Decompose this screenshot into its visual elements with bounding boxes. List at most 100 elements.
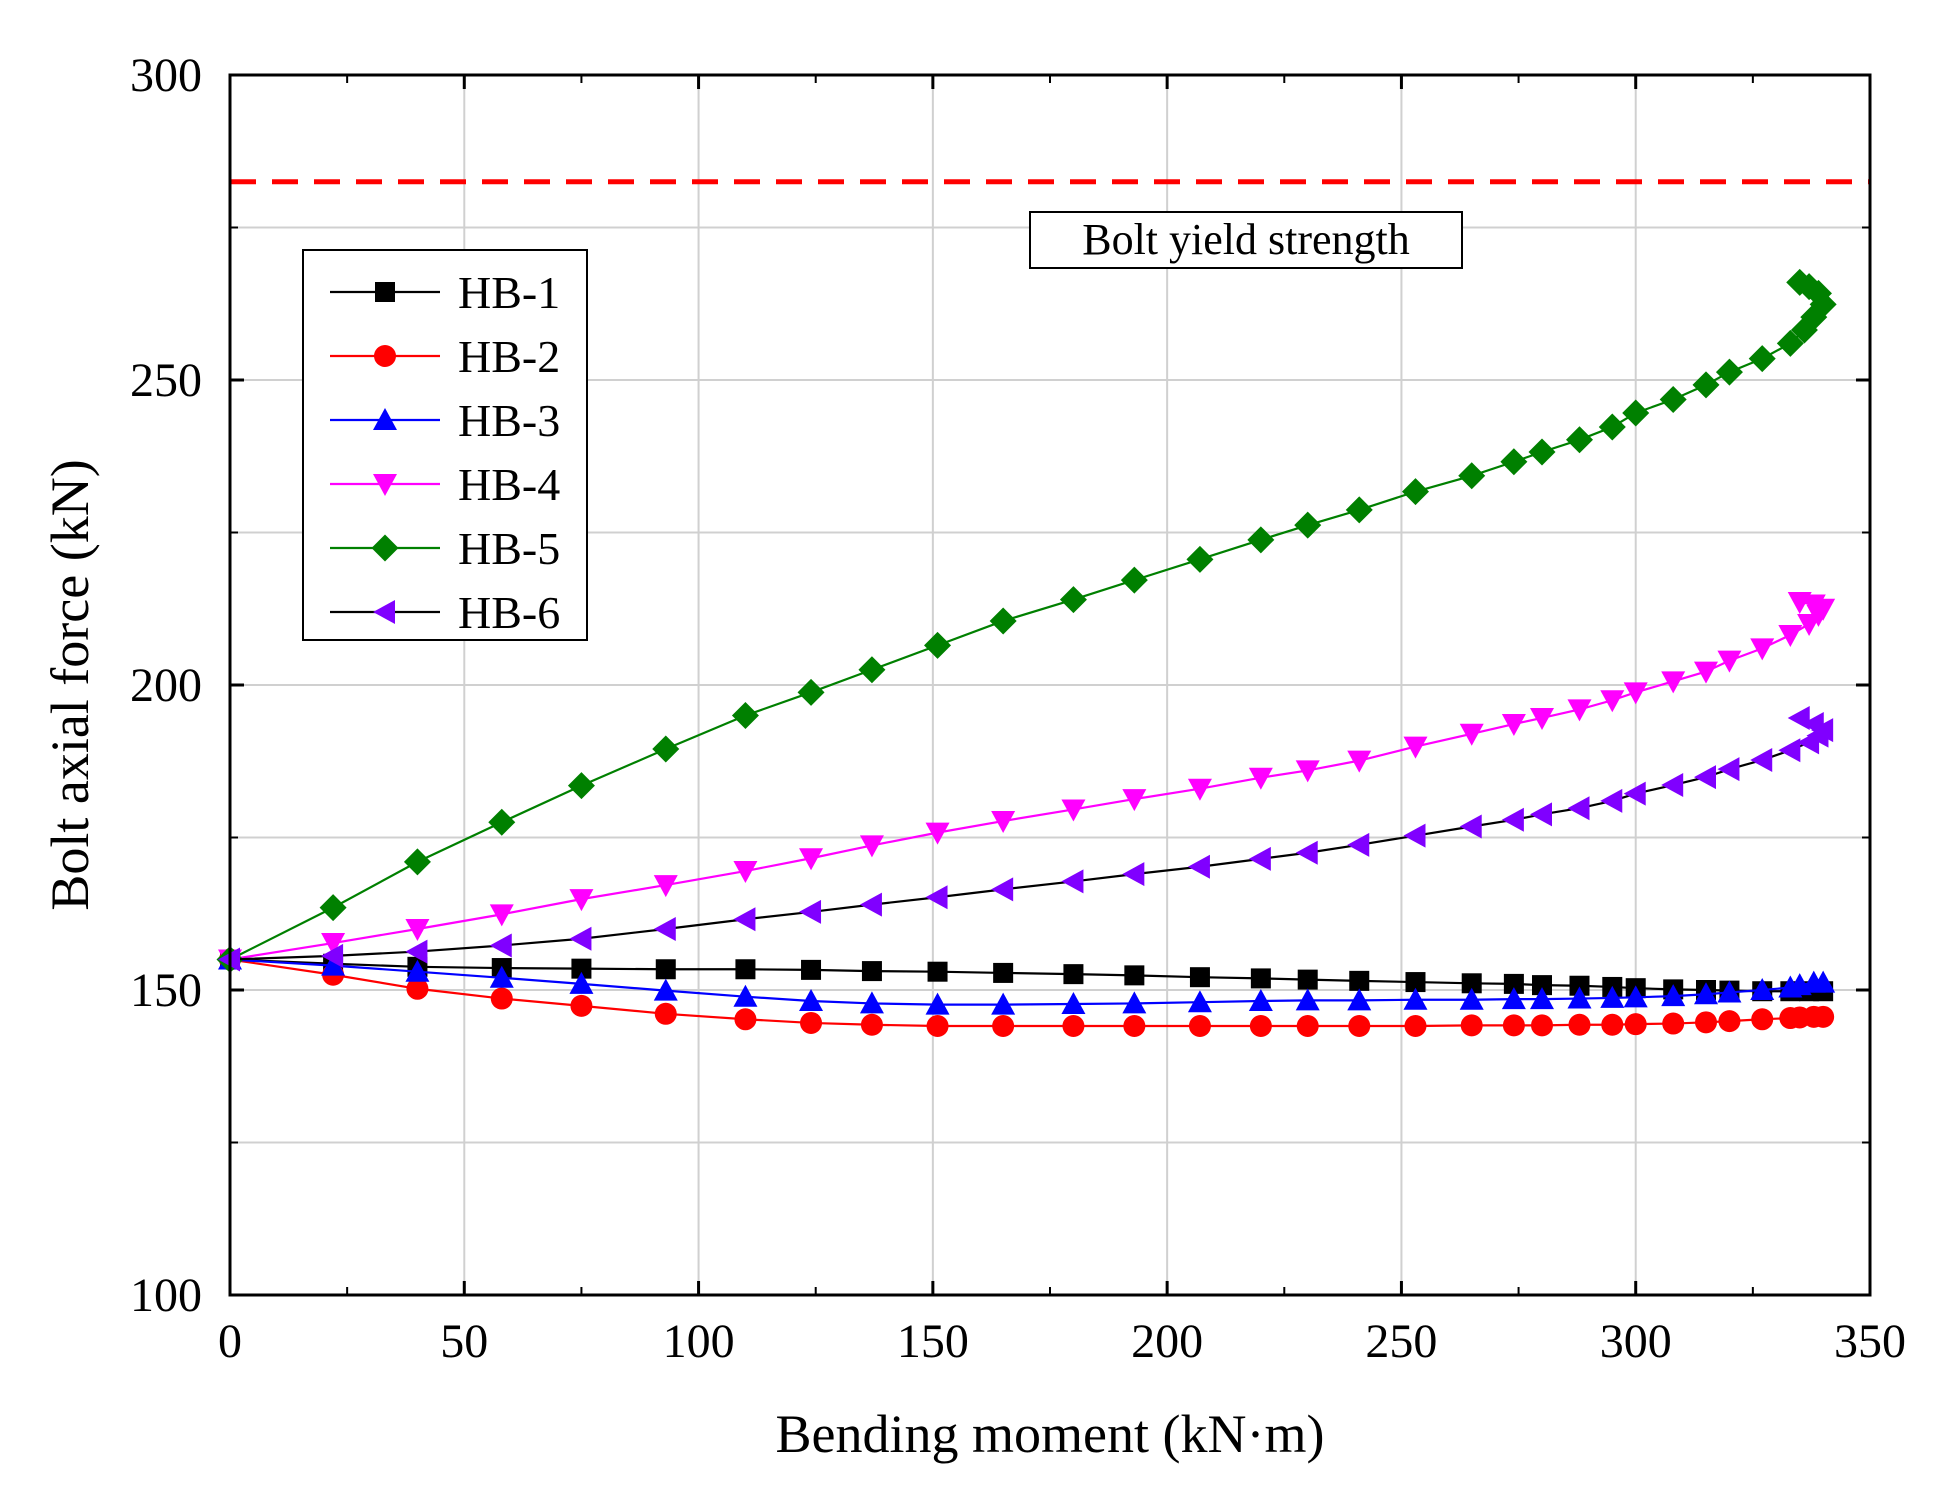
data-point-hb-2 — [1662, 1012, 1685, 1035]
legend-label-hb-4: HB-4 — [458, 459, 560, 510]
data-point-hb-5 — [1500, 448, 1528, 476]
data-point-hb-1 — [1461, 973, 1482, 994]
data-point-hb-6 — [1347, 832, 1370, 857]
data-point-hb-6 — [1801, 712, 1824, 737]
data-point-hb-4 — [1787, 592, 1812, 615]
legend: HB-1 HB-2 HB-3 HB-4 HB-5 HB-6 — [302, 249, 588, 641]
data-point-hb-2 — [926, 1014, 949, 1037]
data-point-hb-1 — [1532, 975, 1552, 996]
x-tick-label: 250 — [1365, 1315, 1437, 1368]
data-point-hb-4 — [991, 811, 1016, 834]
data-point-hb-6 — [1501, 807, 1524, 832]
legend-label-hb-2: HB-2 — [458, 331, 560, 382]
yield-strength-annotation-box — [1029, 211, 1463, 269]
data-point-hb-3 — [1811, 970, 1836, 993]
data-point-hb-1 — [993, 962, 1014, 983]
data-point-hb-2 — [406, 977, 429, 1000]
data-point-hb-6 — [569, 926, 592, 951]
data-point-hb-4 — [859, 835, 884, 858]
data-point-hb-6 — [1778, 738, 1801, 763]
legend-label-hb-1: HB-1 — [458, 267, 560, 318]
data-point-hb-3 — [1459, 987, 1484, 1010]
data-point-hb-5 — [1748, 345, 1776, 373]
data-point-hb-4 — [1778, 624, 1803, 647]
data-point-hb-6 — [859, 892, 882, 917]
data-point-hb-4 — [1801, 594, 1826, 617]
data-point-hb-4 — [1530, 707, 1554, 730]
data-point-hb-4 — [569, 889, 594, 912]
data-point-hb-4 — [1717, 650, 1742, 673]
data-point-hb-3 — [1694, 982, 1718, 1005]
data-point-hb-2 — [1404, 1014, 1427, 1037]
y-axis-label: Bolt axial force (kN) — [40, 459, 100, 910]
data-point-hb-1 — [1063, 964, 1084, 985]
data-point-hb-3 — [1295, 988, 1320, 1011]
data-point-hb-6 — [1661, 773, 1684, 798]
data-point-hb-4 — [1501, 714, 1526, 737]
data-point-hb-1 — [801, 959, 822, 980]
data-point-hb-3 — [1661, 984, 1686, 1007]
data-point-hb-5 — [403, 848, 431, 876]
data-point-hb-6 — [1248, 846, 1271, 871]
data-point-hb-5 — [924, 631, 952, 659]
x-tick-label: 50 — [440, 1315, 488, 1368]
data-point-hb-4 — [405, 919, 430, 941]
data-point-hb-5 — [488, 808, 516, 836]
data-point-hb-3 — [1567, 986, 1592, 1009]
data-point-hb-1 — [1250, 968, 1271, 989]
data-point-hb-4 — [489, 904, 514, 927]
data-point-hb-3 — [653, 978, 678, 1001]
data-point-hb-6 — [1623, 781, 1646, 806]
data-point-hb-5 — [1247, 526, 1275, 554]
data-point-hb-3 — [1403, 987, 1428, 1010]
data-point-hb-5 — [1345, 496, 1373, 524]
data-point-hb-5 — [1659, 386, 1687, 414]
data-point-hb-6 — [1459, 814, 1482, 839]
series-hb-3 — [218, 947, 1836, 1015]
data-point-hb-4 — [1187, 778, 1212, 801]
series-line-hb-4 — [229, 600, 1825, 961]
data-point-hb-4 — [1694, 661, 1718, 684]
data-point-hb-2 — [1751, 1008, 1774, 1031]
data-point-hb-2 — [1249, 1014, 1272, 1037]
data-point-hb-5 — [1186, 545, 1214, 573]
data-point-hb-4 — [733, 861, 758, 884]
series-layer — [216, 268, 1837, 1037]
y-tick-label: 200 — [130, 659, 202, 712]
data-point-hb-6 — [1295, 840, 1318, 865]
data-point-hb-2 — [860, 1013, 883, 1036]
data-point-hb-2 — [734, 1008, 757, 1031]
data-point-hb-5 — [1120, 566, 1148, 594]
data-point-hb-2 — [1718, 1010, 1741, 1033]
series-hb-4 — [218, 592, 1836, 972]
data-point-hb-5 — [1776, 329, 1804, 357]
y-tick-label: 250 — [130, 354, 202, 407]
data-point-hb-3 — [1501, 987, 1526, 1010]
data-point-hb-6 — [1530, 802, 1552, 827]
data-point-hb-5 — [652, 735, 680, 763]
data-point-hb-4 — [799, 848, 824, 871]
data-point-hb-4 — [1347, 750, 1372, 773]
data-point-hb-4 — [653, 875, 678, 898]
data-point-hb-4 — [1061, 799, 1086, 822]
data-point-hb-3 — [1623, 985, 1648, 1008]
data-point-hb-3 — [859, 991, 884, 1014]
data-point-hb-2 — [1568, 1013, 1591, 1036]
x-tick-label: 300 — [1600, 1315, 1672, 1368]
data-point-hb-2 — [992, 1014, 1015, 1037]
data-point-hb-3 — [1187, 990, 1212, 1013]
data-point-hb-4 — [1661, 671, 1686, 694]
data-point-hb-1 — [655, 959, 676, 980]
data-point-hb-1 — [927, 961, 948, 982]
data-point-hb-1 — [1569, 975, 1590, 996]
series-hb-2 — [219, 948, 1835, 1037]
legend-marker-hb-2 — [374, 345, 396, 367]
data-point-hb-6 — [1787, 705, 1810, 730]
x-axis-label: Bending moment (kN·m) — [776, 1404, 1325, 1464]
data-point-hb-2 — [1812, 1005, 1835, 1028]
data-point-hb-2 — [1348, 1014, 1371, 1037]
data-point-hb-3 — [1750, 978, 1775, 1000]
data-point-hb-5 — [1715, 358, 1743, 386]
data-point-hb-2 — [490, 987, 513, 1010]
